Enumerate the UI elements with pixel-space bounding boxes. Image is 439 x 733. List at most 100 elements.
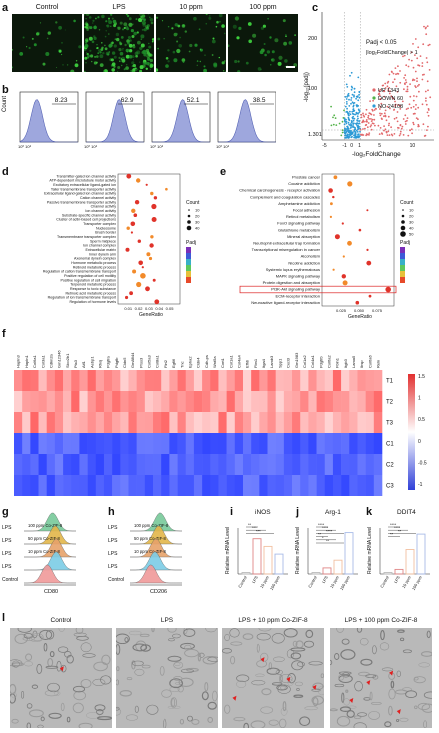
volcano-point-up — [402, 118, 405, 120]
volcano-point-up — [366, 126, 369, 129]
volcano-point-up — [383, 112, 386, 115]
volcano-point-up — [362, 114, 365, 117]
cell-spot — [98, 29, 101, 31]
padj-colorbar — [400, 259, 405, 265]
tem-texture — [405, 690, 418, 699]
heatmap-cell — [242, 370, 252, 391]
heatmap-cell — [112, 370, 121, 391]
cell-spot — [278, 55, 283, 60]
cell-spot — [147, 57, 151, 61]
cell-spot — [123, 22, 128, 27]
heatmap-cell — [54, 370, 64, 391]
volcano-point-up — [365, 120, 368, 123]
heatmap-cell — [22, 475, 31, 496]
cell-spot — [104, 44, 106, 47]
cell-spot — [86, 56, 89, 59]
cell-spot — [284, 59, 288, 63]
heatmap-cell — [63, 370, 72, 391]
volcano-point-up — [416, 80, 418, 83]
gene-label: Epha2 — [187, 356, 192, 368]
heatmap-cell — [202, 412, 211, 433]
cell-spot — [111, 51, 116, 55]
volcano-point-up — [410, 59, 413, 62]
enrichment-dot — [333, 175, 338, 180]
cell-spot — [117, 66, 121, 69]
cell-spot — [211, 54, 214, 56]
volcano-point-down — [333, 114, 336, 117]
tem-texture — [72, 685, 86, 693]
heatmap-cell — [79, 454, 88, 475]
row-left-label: Control — [2, 577, 18, 583]
heatmap-cell — [234, 370, 244, 391]
x-tick-label: 0.02 — [135, 306, 144, 311]
tem-texture — [73, 690, 86, 701]
cell-spot — [111, 17, 114, 20]
gene-label: Gm8844 — [130, 352, 135, 368]
cell-spot — [110, 14, 113, 16]
heatmap-cell — [30, 433, 39, 454]
heatmap-cell — [283, 454, 293, 475]
tem-texture — [36, 663, 43, 674]
term-label: Transcriptional misregulation in cancer — [252, 247, 321, 252]
cell-spot — [117, 26, 121, 30]
cell-spot — [128, 17, 132, 21]
plot-frame — [321, 173, 395, 307]
heatmap-cell — [308, 391, 317, 412]
volcano-point-up — [397, 126, 399, 129]
cell-spot — [132, 23, 134, 25]
heatmap-cell — [14, 370, 23, 391]
heatmap-cell — [54, 391, 64, 412]
heatmap-cell — [341, 370, 350, 391]
count-legend-dot — [400, 225, 406, 231]
heatmap-cell — [153, 454, 162, 475]
heatmap-cell — [153, 370, 162, 391]
cell-spot — [62, 64, 64, 66]
panel-l-label: LPS — [160, 617, 174, 624]
volcano-point-up — [381, 118, 383, 120]
heatmap-cell — [210, 454, 219, 475]
volcano-point-no — [358, 111, 360, 114]
tem-texture — [297, 661, 306, 667]
cell-spot — [111, 68, 115, 72]
tem-image — [10, 628, 112, 728]
cell-spot — [110, 25, 112, 27]
gene-label: Hapln3 — [16, 355, 21, 368]
x-tick-label: 5 — [378, 143, 381, 149]
tem-texture — [44, 689, 59, 697]
cell-spot — [146, 24, 150, 28]
tem-texture — [365, 674, 377, 678]
chart-title: iNOS — [255, 509, 271, 516]
volcano-point-up — [404, 120, 407, 123]
heatmap-cell — [71, 391, 80, 412]
volcano-point-up — [426, 80, 429, 83]
cell-spot — [138, 14, 143, 16]
tem-texture — [163, 718, 167, 728]
tem-texture — [423, 720, 427, 728]
volcano-point-up — [425, 57, 428, 59]
tem-texture — [260, 706, 274, 714]
heatmap-cell — [71, 475, 80, 496]
count-legend-title: Count — [400, 200, 414, 206]
heatmap-cell — [234, 433, 244, 454]
volcano-point-up — [416, 85, 419, 87]
cell-spot — [130, 25, 132, 27]
cell-spot — [260, 68, 262, 71]
tem-texture — [421, 703, 432, 713]
heatmap-cell — [63, 475, 72, 496]
cell-spot — [167, 26, 170, 28]
enrichment-dot — [151, 217, 157, 222]
heatmap-cell — [128, 412, 137, 433]
heatmap-cell — [63, 412, 72, 433]
plot-frame — [117, 173, 181, 305]
tem-texture — [183, 628, 188, 634]
heatmap-cell — [103, 391, 113, 412]
volcano-point-no — [350, 126, 353, 128]
volcano-point-up — [367, 122, 370, 124]
bar — [311, 572, 321, 575]
count-legend-value: 40 — [195, 226, 200, 231]
term-label: Regulation of ion transmembrane transpor… — [48, 296, 116, 300]
heatmap-cell — [144, 370, 154, 391]
heatmap-cell — [177, 475, 187, 496]
heatmap-cell — [79, 433, 88, 454]
